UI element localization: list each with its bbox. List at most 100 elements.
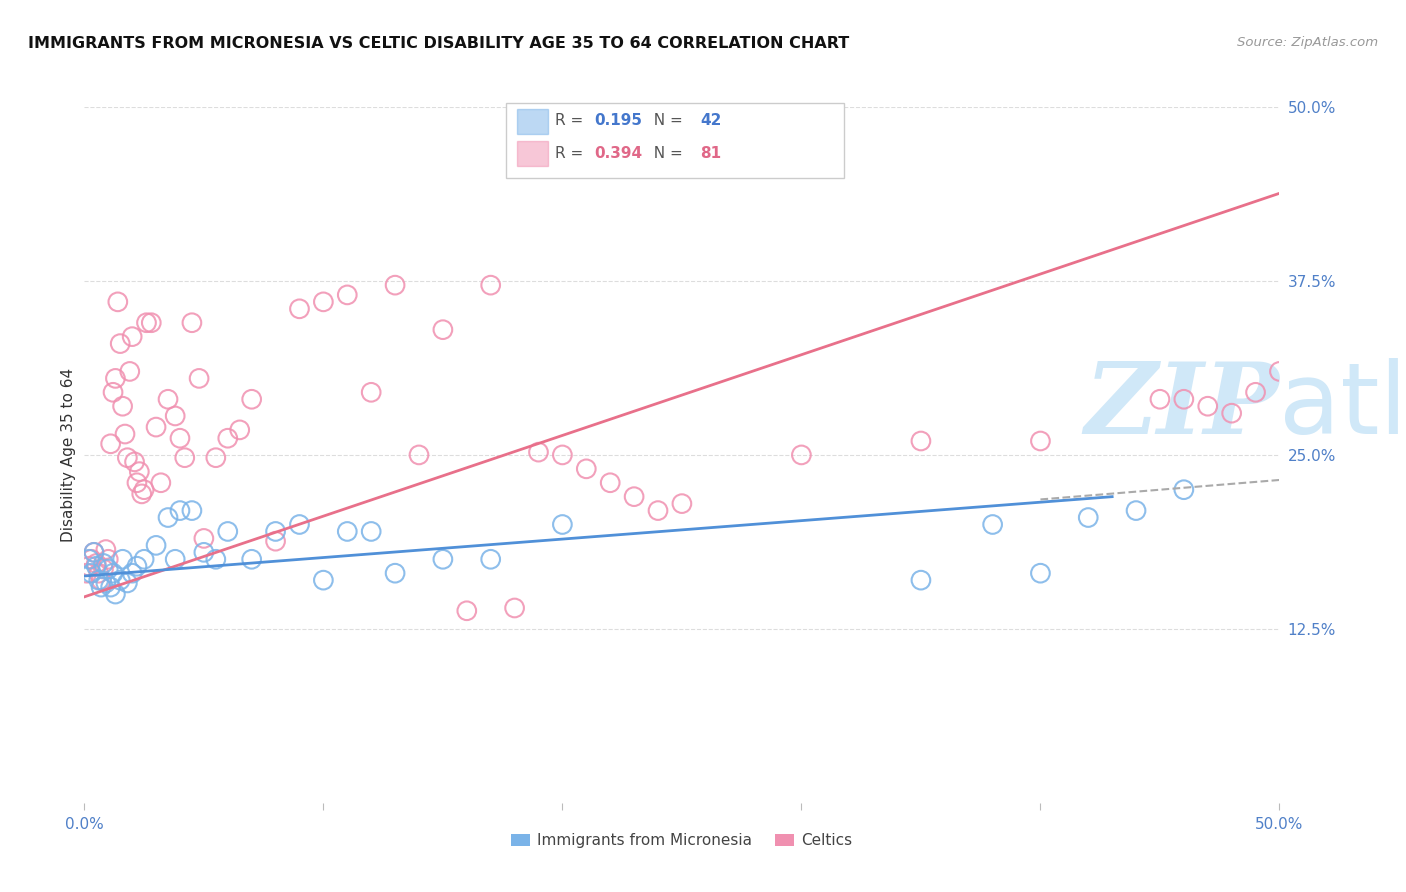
- Point: [1197, 399, 1219, 413]
- Point: [90, 573, 112, 587]
- Point: [76, 566, 98, 581]
- Point: [479, 552, 502, 566]
- Point: [193, 532, 215, 546]
- Point: [132, 483, 156, 497]
- Point: [93, 557, 115, 571]
- Text: 42: 42: [700, 113, 721, 128]
- Text: IMMIGRANTS FROM MICRONESIA VS CELTIC DISABILITY AGE 35 TO 64 CORRELATION CHART: IMMIGRANTS FROM MICRONESIA VS CELTIC DIS…: [28, 36, 849, 51]
- Point: [456, 604, 478, 618]
- Point: [432, 323, 454, 337]
- Point: [1281, 358, 1303, 372]
- Point: [131, 487, 153, 501]
- Point: [80, 566, 103, 581]
- Point: [80, 552, 103, 566]
- Point: [1029, 434, 1052, 448]
- Point: [1316, 323, 1339, 337]
- Point: [1329, 301, 1351, 316]
- Text: 0.195: 0.195: [595, 113, 643, 128]
- Point: [128, 465, 150, 479]
- Point: [165, 552, 187, 566]
- Point: [193, 545, 215, 559]
- Point: [1376, 253, 1399, 268]
- Point: [312, 573, 335, 587]
- Point: [1173, 392, 1195, 407]
- Point: [1268, 364, 1291, 378]
- Point: [1220, 406, 1243, 420]
- Point: [110, 336, 132, 351]
- Point: [93, 562, 115, 576]
- Point: [527, 445, 550, 459]
- Point: [114, 427, 136, 442]
- Point: [217, 524, 239, 539]
- Point: [384, 278, 406, 293]
- Point: [173, 450, 195, 465]
- Point: [77, 559, 100, 574]
- Point: [1305, 336, 1327, 351]
- Point: [157, 510, 180, 524]
- Point: [1173, 483, 1195, 497]
- Text: 0.394: 0.394: [595, 146, 643, 161]
- Point: [910, 573, 932, 587]
- Point: [181, 316, 204, 330]
- Point: [288, 301, 311, 316]
- Point: [169, 503, 191, 517]
- Point: [169, 431, 191, 445]
- Point: [205, 450, 228, 465]
- Point: [217, 431, 239, 445]
- Point: [77, 552, 100, 566]
- Point: [1149, 392, 1171, 407]
- Text: 81: 81: [700, 146, 721, 161]
- Point: [264, 534, 287, 549]
- Point: [86, 559, 108, 574]
- Point: [1029, 566, 1052, 581]
- Point: [288, 517, 311, 532]
- Point: [97, 552, 120, 566]
- Point: [87, 566, 110, 581]
- Point: [86, 557, 108, 571]
- Point: [97, 562, 120, 576]
- Point: [125, 559, 148, 574]
- Point: [100, 437, 122, 451]
- Point: [1364, 267, 1386, 281]
- Point: [121, 566, 143, 581]
- Point: [1244, 385, 1267, 400]
- Point: [432, 552, 454, 566]
- Point: [503, 601, 526, 615]
- Point: [94, 542, 117, 557]
- Point: [135, 316, 157, 330]
- Text: N =: N =: [644, 146, 688, 161]
- Point: [551, 448, 574, 462]
- Point: [671, 497, 693, 511]
- Point: [336, 524, 359, 539]
- Point: [83, 545, 105, 559]
- Point: [312, 294, 335, 309]
- Point: [149, 475, 172, 490]
- Point: [1077, 510, 1099, 524]
- Point: [87, 573, 110, 587]
- Point: [83, 545, 105, 559]
- Point: [141, 316, 163, 330]
- Text: ZIP: ZIP: [1084, 358, 1279, 454]
- Point: [104, 587, 127, 601]
- Point: [1388, 239, 1406, 253]
- Point: [165, 409, 187, 423]
- Point: [111, 552, 134, 566]
- Point: [121, 329, 143, 343]
- Point: [551, 517, 574, 532]
- Point: [101, 385, 124, 400]
- Text: atlas: atlas: [1279, 358, 1406, 455]
- Point: [360, 524, 382, 539]
- Y-axis label: Disability Age 35 to 64: Disability Age 35 to 64: [60, 368, 76, 542]
- Point: [479, 278, 502, 293]
- Point: [132, 552, 156, 566]
- Point: [188, 371, 211, 385]
- Point: [124, 455, 146, 469]
- Point: [111, 399, 134, 413]
- Point: [90, 580, 112, 594]
- Point: [910, 434, 932, 448]
- Point: [240, 392, 263, 407]
- Point: [104, 371, 127, 385]
- Point: [384, 566, 406, 581]
- Point: [1340, 294, 1362, 309]
- Point: [145, 538, 167, 552]
